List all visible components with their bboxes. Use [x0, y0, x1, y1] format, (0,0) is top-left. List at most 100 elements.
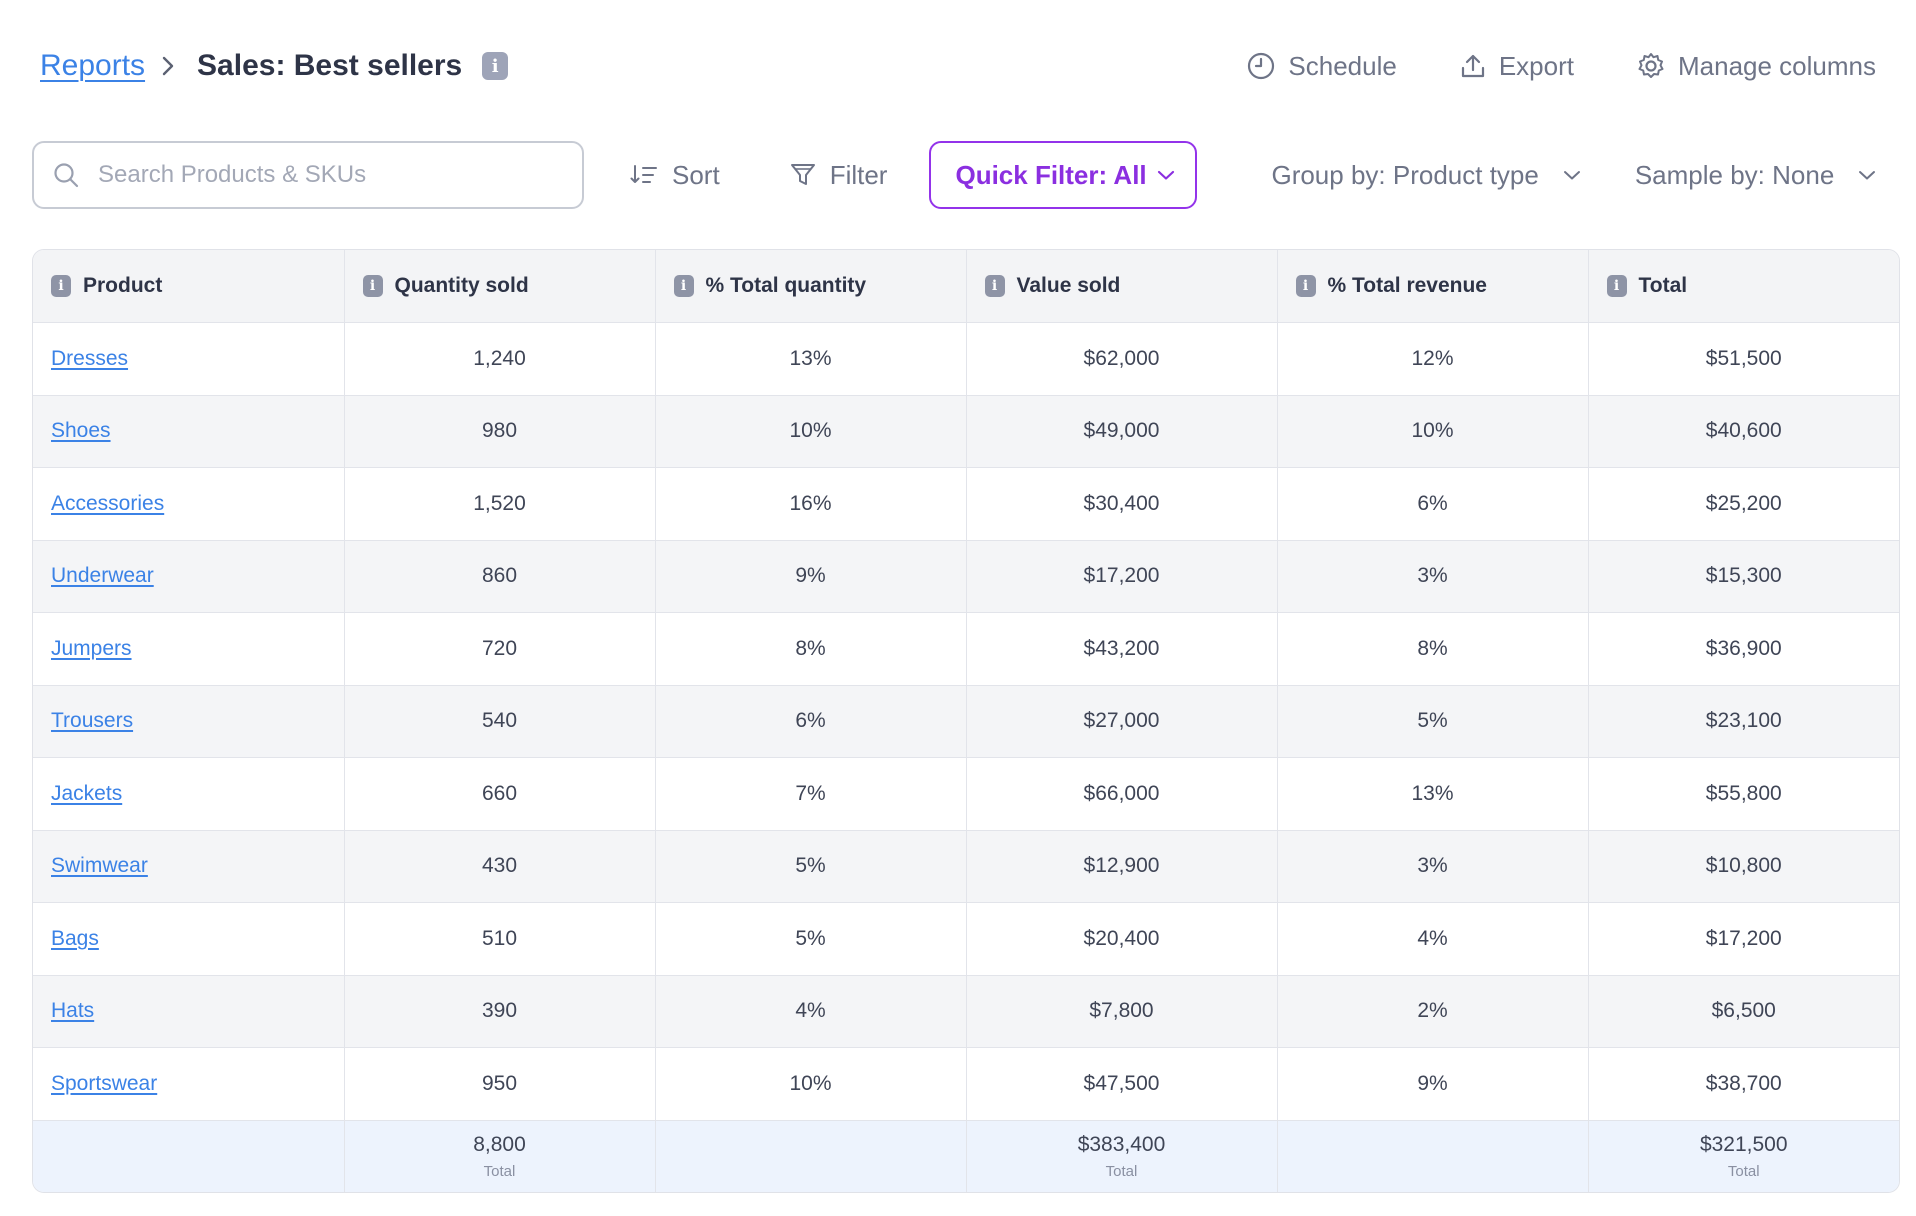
- info-icon[interactable]: i: [362, 275, 383, 297]
- column-header[interactable]: i Product: [33, 250, 345, 323]
- page-header: Reports Sales: Best sellers i Schedule E…: [40, 44, 1876, 88]
- totals-cell-total: $321,500 Total: [1588, 1120, 1899, 1192]
- table-header-row: i Product i Quantity sold i % Total quantit…: [33, 250, 1899, 323]
- value-sold-cell: $27,000: [966, 685, 1278, 758]
- manage-columns-button[interactable]: Manage columns: [1636, 51, 1876, 82]
- export-button[interactable]: Export: [1459, 51, 1574, 82]
- quantity-sold-cell: 860: [344, 540, 656, 613]
- filter-button[interactable]: Filter: [790, 160, 887, 191]
- total-quantity-pct-cell: 13%: [655, 322, 967, 396]
- column-header[interactable]: i Value sold: [966, 250, 1278, 323]
- quantity-sold-cell: 540: [344, 685, 656, 758]
- value-sold-cell: $43,200: [966, 612, 1278, 686]
- product-link[interactable]: Jackets: [51, 781, 123, 805]
- product-cell: Jumpers: [33, 612, 345, 686]
- quantity-sold-cell: 510: [344, 902, 656, 976]
- total-label: Total: [483, 1162, 516, 1180]
- filter-icon: [790, 164, 815, 185]
- info-icon[interactable]: i: [1606, 275, 1627, 297]
- total-revenue-pct-cell: 3%: [1277, 540, 1589, 613]
- total-cell: $23,100: [1588, 685, 1899, 758]
- column-header-label: Quantity sold: [394, 274, 529, 297]
- total-total-value: $321,500: [1699, 1132, 1788, 1156]
- total-revenue-pct-cell: 9%: [1277, 1047, 1589, 1121]
- product-link[interactable]: Swimwear: [51, 854, 148, 878]
- info-icon[interactable]: i: [984, 275, 1005, 297]
- column-header[interactable]: i Quantity sold: [344, 250, 656, 323]
- search-box[interactable]: [32, 141, 584, 209]
- schedule-button[interactable]: Schedule: [1246, 51, 1397, 82]
- total-revenue-pct-cell: 8%: [1277, 612, 1589, 686]
- table-row: Trousers 540 6% $27,000 5% $23,100: [33, 685, 1899, 758]
- table-row: Accessories 1,520 16% $30,400 6% $25,200: [33, 467, 1899, 541]
- toolbar: Sort Filter Quick Filter: All Group by: …: [32, 141, 1890, 209]
- quantity-sold-cell: 950: [344, 1047, 656, 1121]
- column-header-label: % Total revenue: [1327, 274, 1488, 297]
- quantity-sold-cell: 720: [344, 612, 656, 686]
- sort-button[interactable]: Sort: [630, 160, 720, 191]
- product-link[interactable]: Accessories: [51, 491, 165, 515]
- total-quantity-value: 8,800: [473, 1132, 526, 1156]
- totals-cell-empty: [33, 1120, 345, 1192]
- column-header[interactable]: i % Total quantity: [655, 250, 967, 323]
- total-cell: $40,600: [1588, 395, 1899, 468]
- table-row: Shoes 980 10% $49,000 10% $40,600: [33, 395, 1899, 468]
- total-quantity-pct-cell: 8%: [655, 612, 967, 686]
- product-cell: Accessories: [33, 467, 345, 541]
- total-quantity-pct-cell: 4%: [655, 975, 967, 1048]
- product-link[interactable]: Hats: [51, 999, 95, 1023]
- group-by-dropdown[interactable]: Group by: Product type: [1271, 160, 1580, 191]
- info-icon[interactable]: i: [1295, 275, 1316, 297]
- product-link[interactable]: Jumpers: [51, 636, 132, 660]
- total-value-sold: $383,400: [1077, 1132, 1166, 1156]
- total-revenue-pct-cell: 4%: [1277, 902, 1589, 976]
- value-sold-cell: $49,000: [966, 395, 1278, 468]
- total-cell: $15,300: [1588, 540, 1899, 613]
- sample-by-dropdown[interactable]: Sample by: None: [1635, 160, 1876, 191]
- total-quantity-pct-cell: 10%: [655, 1047, 967, 1121]
- info-icon[interactable]: i: [482, 52, 509, 80]
- totals-cell-value: $383,400 Total: [966, 1120, 1278, 1192]
- header-actions: Schedule Export Manage columns: [1246, 51, 1876, 82]
- product-link[interactable]: Bags: [51, 926, 99, 950]
- quantity-sold-cell: 430: [344, 830, 656, 903]
- product-link[interactable]: Trousers: [51, 709, 134, 733]
- total-cell: $38,700: [1588, 1047, 1899, 1121]
- total-quantity-pct-cell: 16%: [655, 467, 967, 541]
- product-link[interactable]: Underwear: [51, 564, 154, 588]
- table-row: Hats 390 4% $7,800 2% $6,500: [33, 975, 1899, 1048]
- sort-label: Sort: [672, 159, 720, 190]
- product-cell: Dresses: [33, 322, 345, 396]
- product-link[interactable]: Dresses: [51, 346, 129, 370]
- product-cell: Trousers: [33, 685, 345, 758]
- value-sold-cell: $30,400: [966, 467, 1278, 541]
- total-cell: $36,900: [1588, 612, 1899, 686]
- total-quantity-pct-cell: 5%: [655, 902, 967, 976]
- value-sold-cell: $47,500: [966, 1047, 1278, 1121]
- gear-icon: [1638, 53, 1664, 78]
- value-sold-cell: $17,200: [966, 540, 1278, 613]
- quantity-sold-cell: 390: [344, 975, 656, 1048]
- table-body: Dresses 1,240 13% $62,000 12% $51,500 Shoes 980…: [33, 322, 1899, 1121]
- product-link[interactable]: Shoes: [51, 419, 111, 443]
- breadcrumb-reports-link[interactable]: Reports: [40, 49, 146, 82]
- totals-row: 8,800 Total $383,400 Total $321,500 Total: [33, 1120, 1899, 1192]
- search-input[interactable]: [98, 161, 538, 189]
- quantity-sold-cell: 1,240: [344, 322, 656, 396]
- info-icon[interactable]: i: [51, 275, 71, 297]
- value-sold-cell: $66,000: [966, 757, 1278, 831]
- table-row: Swimwear 430 5% $12,900 3% $10,800: [33, 830, 1899, 903]
- value-sold-cell: $62,000: [966, 322, 1278, 396]
- total-label: Total: [1105, 1162, 1138, 1180]
- quick-filter-dropdown[interactable]: Quick Filter: All: [929, 141, 1198, 209]
- column-header[interactable]: i % Total revenue: [1277, 250, 1589, 323]
- product-link[interactable]: Sportswear: [51, 1071, 158, 1095]
- column-header-label: % Total quantity: [705, 274, 867, 297]
- column-header[interactable]: i Total: [1588, 250, 1899, 323]
- search-icon: [54, 163, 79, 188]
- page-title: Sales: Best sellers: [197, 49, 463, 82]
- info-icon[interactable]: i: [673, 275, 694, 297]
- quantity-sold-cell: 660: [344, 757, 656, 831]
- product-cell: Hats: [33, 975, 345, 1048]
- chevron-right-icon: [161, 55, 175, 77]
